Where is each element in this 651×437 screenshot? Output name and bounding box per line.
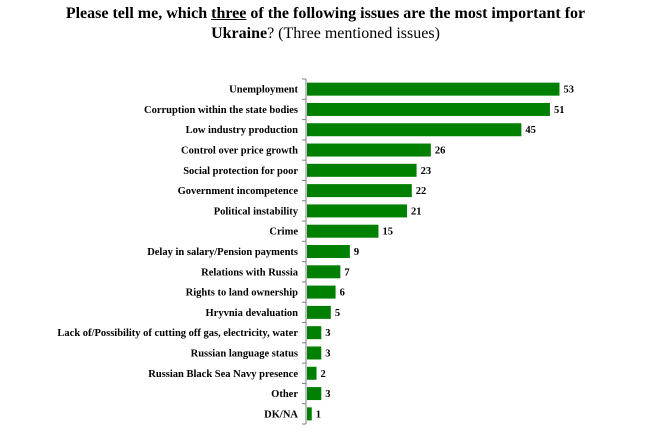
chart-title-subtitle: ? (Three mentioned issues) [267, 25, 440, 42]
bar [307, 265, 341, 279]
chart-title: Please tell me, which three of the follo… [0, 4, 651, 44]
bar [307, 407, 312, 421]
chart-title-part-1: Please tell me, which [65, 5, 212, 22]
category-label: Low industry production [186, 125, 299, 136]
bar [307, 102, 550, 116]
category-label: Hryvnia devaluation [206, 308, 299, 319]
category-label: Control over price growth [181, 146, 298, 157]
bar [307, 204, 408, 218]
data-label: 3 [325, 348, 330, 359]
data-label: 7 [344, 267, 349, 278]
bar [307, 326, 322, 340]
chart-title-line-2: Ukraine? (Three mentioned issues) [0, 24, 651, 44]
data-label: 15 [382, 227, 393, 238]
data-label: 1 [316, 409, 321, 420]
category-label: Russian Black Sea Navy presence [148, 369, 298, 380]
chart-title-line-1: Please tell me, which three of the follo… [0, 4, 651, 24]
data-label: 22 [416, 186, 427, 197]
bar [307, 82, 560, 96]
bar [307, 366, 317, 380]
data-label: 9 [354, 247, 359, 258]
data-label: 23 [421, 166, 432, 177]
data-label: 3 [325, 328, 330, 339]
bar [307, 346, 322, 360]
bar [307, 387, 322, 401]
data-label: 2 [321, 369, 326, 380]
category-label: Lack of/Possibility of cutting off gas, … [57, 328, 298, 339]
chart-title-country: Ukraine [211, 25, 268, 42]
category-label: Other [271, 389, 298, 400]
category-label: Political instability [214, 206, 299, 217]
category-label: DK/NA [264, 409, 298, 420]
bar [307, 224, 379, 238]
bar [307, 245, 350, 258]
data-label: 45 [525, 125, 536, 136]
data-label: 5 [335, 308, 340, 319]
category-label: Unemployment [229, 85, 298, 96]
bar [307, 184, 412, 198]
data-label: 21 [411, 206, 422, 217]
category-label: Russian language status [191, 348, 298, 359]
data-label: 3 [325, 389, 330, 400]
bar [307, 163, 417, 177]
data-label: 26 [435, 146, 446, 157]
data-label: 6 [340, 288, 345, 299]
chart-title-emphasis: three [211, 5, 247, 22]
category-label: Relations with Russia [201, 267, 299, 278]
category-label: Rights to land ownership [186, 288, 298, 299]
category-label: Delay in salary/Pension payments [147, 247, 298, 258]
chart-title-part-2: of the following issues are the most imp… [246, 5, 586, 22]
category-label: Corruption within the state bodies [144, 105, 298, 116]
bar [307, 143, 431, 157]
category-label: Government incompetence [178, 186, 299, 197]
data-label: 51 [554, 105, 565, 116]
bar [307, 305, 331, 319]
category-label: Crime [269, 227, 298, 238]
data-label: 53 [563, 85, 574, 96]
category-label: Social protection for poor [183, 166, 298, 177]
bar [307, 123, 522, 137]
bar [307, 285, 336, 299]
